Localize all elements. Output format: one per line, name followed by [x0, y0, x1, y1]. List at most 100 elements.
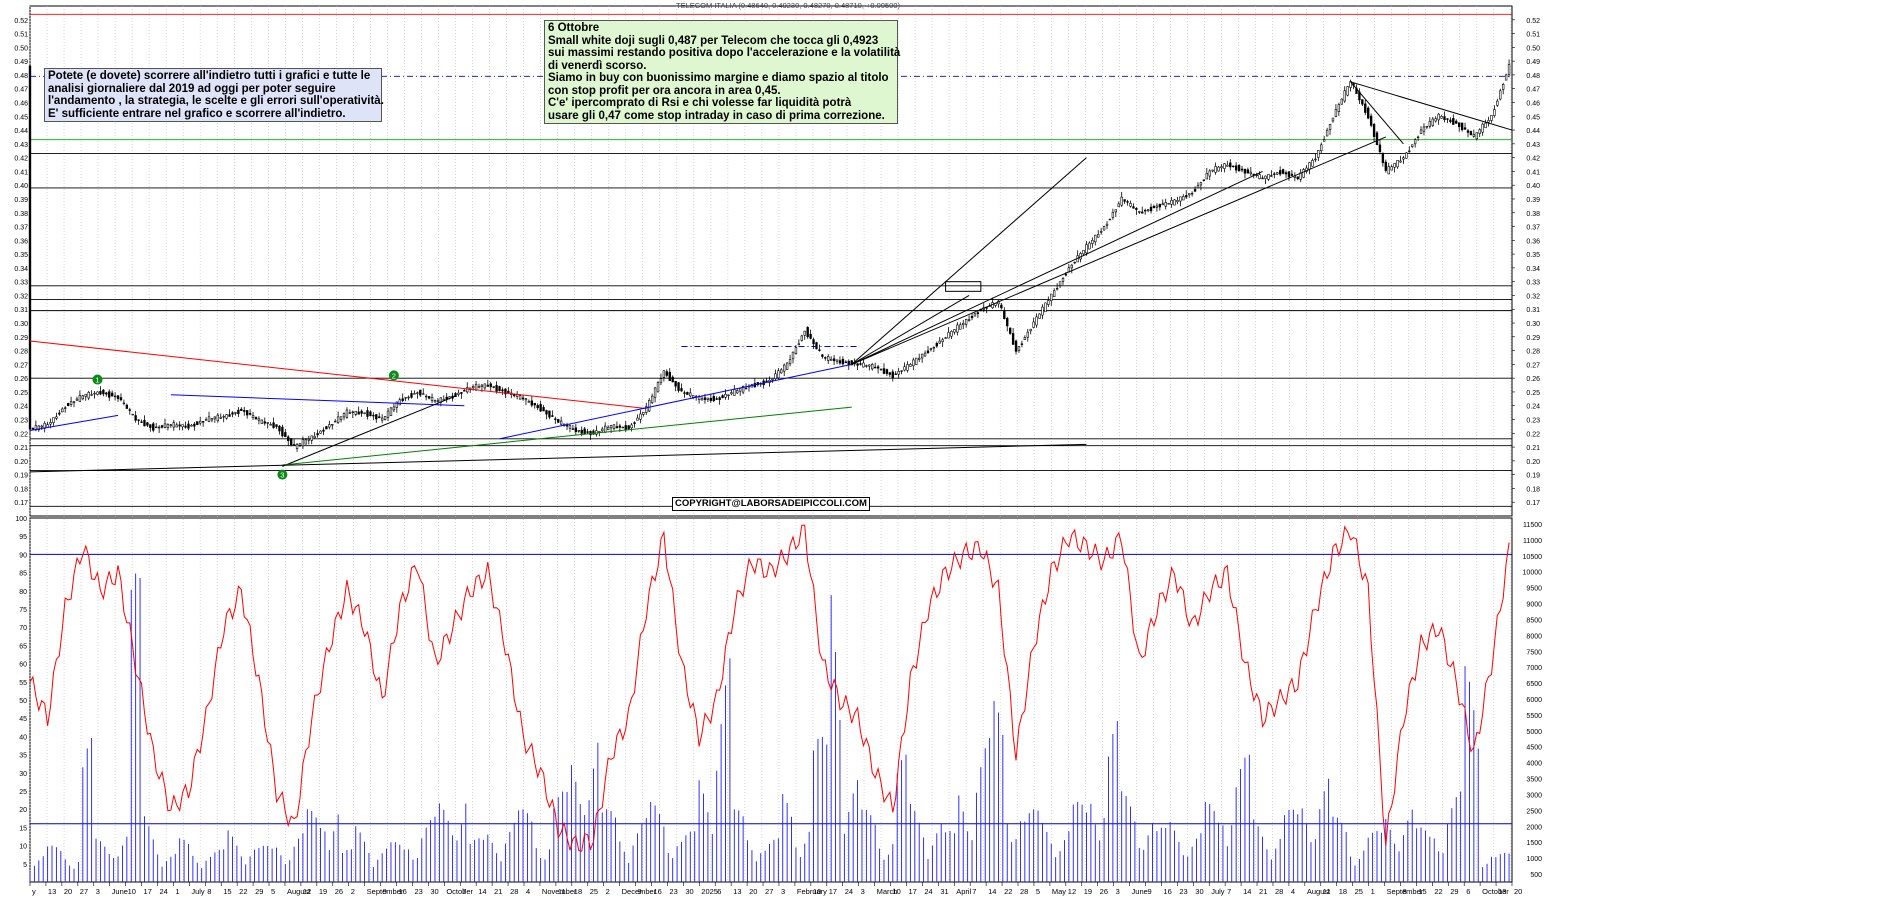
candle-body [1437, 113, 1440, 121]
candle-body [313, 435, 316, 439]
x-tick-label: 28 [510, 887, 518, 896]
y-tick-label-right: 0.27 [1526, 362, 1540, 369]
candle-body [307, 438, 310, 441]
candle-body [1014, 340, 1018, 352]
candle-body [1290, 173, 1294, 176]
candle-body [489, 383, 492, 388]
x-tick-label: 6 [1466, 887, 1470, 896]
candle-body [108, 391, 111, 398]
candle-body [284, 432, 287, 437]
candle-body [196, 421, 199, 426]
candle-body [944, 337, 947, 339]
candle-body [504, 388, 507, 395]
candle-body [586, 431, 589, 433]
candle-body [1384, 161, 1387, 171]
candle-body [1337, 104, 1341, 112]
trend-line [29, 443, 1087, 473]
candle-body [1364, 103, 1367, 113]
note-daily-analysis: 6 Ottobre Small white doji sugli 0,487 p… [544, 20, 901, 124]
trend-line [282, 395, 456, 467]
candle-body [1411, 144, 1414, 147]
candle-body [624, 425, 627, 431]
note-left-line: analisi giornaliere dal 2019 ad oggi per… [48, 82, 336, 95]
y-tick-label-left: 0.37 [14, 225, 28, 232]
volume-tick-label: 2500 [1526, 808, 1542, 815]
candle-body [413, 393, 416, 395]
candle-body [1446, 118, 1449, 120]
x-tick-label: 12 [303, 887, 311, 896]
y-tick-label-left: 0.32 [14, 293, 28, 300]
candle-body [328, 424, 331, 428]
trend-line [170, 394, 465, 407]
chart-title: TELECOM ITALIA (0.48640, 0.49230, 0.4827… [676, 1, 900, 10]
candle-body [774, 373, 777, 379]
volume-tick-label: 3500 [1526, 777, 1542, 784]
candle-body [1240, 168, 1244, 171]
candle-body [1255, 174, 1258, 177]
candle-body [897, 371, 900, 375]
x-tick-label: 26 [1100, 887, 1108, 896]
candle-body [1073, 261, 1076, 264]
candle-body [143, 419, 146, 427]
y-tick-label-left: 0.25 [14, 390, 28, 397]
y-tick-label-right: 0.34 [1526, 266, 1540, 273]
y-tick-label-left: 0.30 [14, 321, 28, 328]
note-main-line: sui massimi restando positiva dopo l'acc… [548, 47, 901, 59]
x-tick-label: August [1307, 887, 1331, 896]
x-tick-label: 10 [893, 887, 901, 896]
candle-body [1387, 166, 1390, 175]
candle-body [1170, 199, 1173, 205]
x-tick-label: 27 [765, 887, 773, 896]
candle-body [175, 424, 178, 428]
candle-body [662, 370, 666, 378]
candle-body [903, 366, 906, 371]
x-tick-label: 2025 [701, 887, 718, 896]
candle-body [1017, 346, 1021, 352]
x-tick-label: 17 [908, 887, 916, 896]
candle-body [240, 408, 243, 411]
candle-body [64, 407, 67, 409]
rsi-tick-label: 90 [19, 552, 27, 559]
candle-body [1246, 169, 1250, 174]
candle-body [1502, 84, 1505, 90]
x-tick-label: 22 [239, 887, 247, 896]
candle-body [319, 430, 322, 434]
candle-body [873, 366, 877, 369]
candle-body [1334, 109, 1338, 117]
x-tick-label: November [542, 887, 577, 896]
y-tick-label-right: 0.28 [1526, 349, 1540, 356]
candle-body [1466, 130, 1470, 133]
volume-tick-label: 7500 [1526, 649, 1542, 656]
x-tick-label: 28 [1020, 887, 1028, 896]
rsi-tick-label: 15 [19, 825, 27, 832]
x-tick-label: 23 [414, 887, 422, 896]
candle-body [1402, 157, 1405, 160]
candle-body [741, 386, 745, 393]
candle-body [1029, 328, 1032, 332]
candle-body [1032, 321, 1035, 328]
candle-body [545, 410, 548, 415]
x-tick-label: 28 [1275, 887, 1283, 896]
candle-body [477, 385, 481, 389]
candle-body [222, 416, 225, 418]
x-tick-label: 15 [223, 887, 231, 896]
candle-body [539, 403, 542, 412]
x-tick-label: 29 [255, 887, 263, 896]
candle-body [533, 402, 536, 406]
x-tick-label: 22 [1434, 887, 1442, 896]
candle-body [1472, 134, 1476, 137]
x-tick-label: 6 [717, 887, 721, 896]
candle-body [46, 424, 49, 428]
trend-line [1350, 81, 1404, 145]
candle-body [1278, 170, 1282, 175]
candle-body [290, 438, 293, 446]
candle-body [207, 416, 211, 422]
candle-body [703, 397, 707, 400]
wave-marker-label: 2 [392, 371, 396, 380]
candle-body [1267, 174, 1270, 180]
candle-body [401, 398, 404, 401]
candle-body [1361, 99, 1364, 105]
volume-tick-label: 11000 [1523, 538, 1542, 545]
candle-body [416, 392, 419, 394]
candle-body [1346, 86, 1349, 96]
